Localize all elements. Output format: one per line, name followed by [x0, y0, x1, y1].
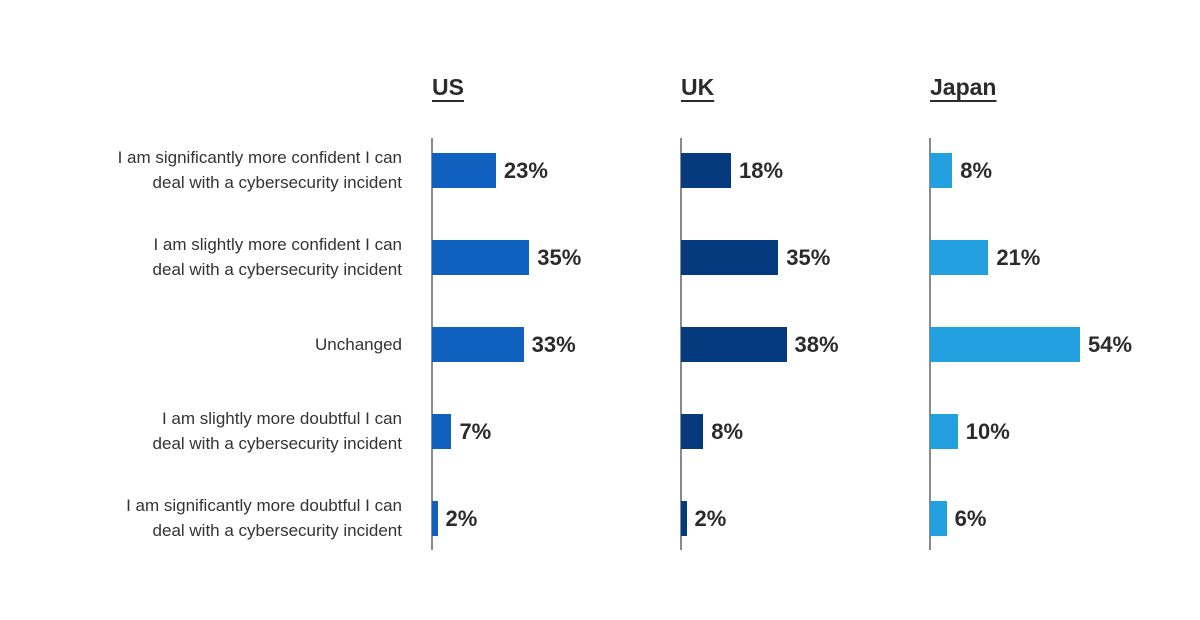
- data-label: 35%: [537, 244, 582, 270]
- category-label: I am slightly more confident I can deal …: [152, 235, 402, 279]
- bar: [432, 152, 496, 188]
- data-label: 23%: [503, 157, 548, 183]
- bar: [930, 326, 1080, 362]
- bar: [930, 500, 947, 536]
- data-label: 38%: [794, 331, 839, 357]
- data-label: 10%: [965, 418, 1010, 444]
- panel-title-uk: UK: [681, 74, 715, 100]
- data-label: 35%: [786, 244, 831, 270]
- data-label: 2%: [694, 505, 727, 531]
- data-label: 33%: [531, 331, 576, 357]
- bar: [432, 239, 530, 275]
- data-label: 7%: [459, 418, 492, 444]
- data-label: 2%: [445, 505, 478, 531]
- bar: [681, 152, 731, 188]
- bar: [681, 500, 687, 536]
- category-label: I am significantly more doubtful I can d…: [126, 496, 402, 540]
- bar: [930, 152, 953, 188]
- bar: [930, 239, 989, 275]
- data-label: 21%: [996, 244, 1041, 270]
- bar: [681, 413, 704, 449]
- data-label: 8%: [711, 418, 744, 444]
- data-label: 18%: [739, 157, 784, 183]
- data-label: 54%: [1088, 331, 1133, 357]
- category-label: I am slightly more doubtful I can deal w…: [152, 409, 402, 453]
- bar: [681, 239, 779, 275]
- panel-title-us: US: [432, 74, 464, 100]
- data-label: 6%: [954, 505, 987, 531]
- panel-title-japan: Japan: [930, 74, 997, 100]
- category-label: Unchanged: [315, 334, 402, 354]
- bar: [432, 500, 438, 536]
- bar: [681, 326, 787, 362]
- category-label: I am significantly more confident I can …: [117, 148, 402, 192]
- bar: [930, 413, 958, 449]
- bar: [432, 326, 524, 362]
- bar: [432, 413, 452, 449]
- data-label: 8%: [960, 157, 993, 183]
